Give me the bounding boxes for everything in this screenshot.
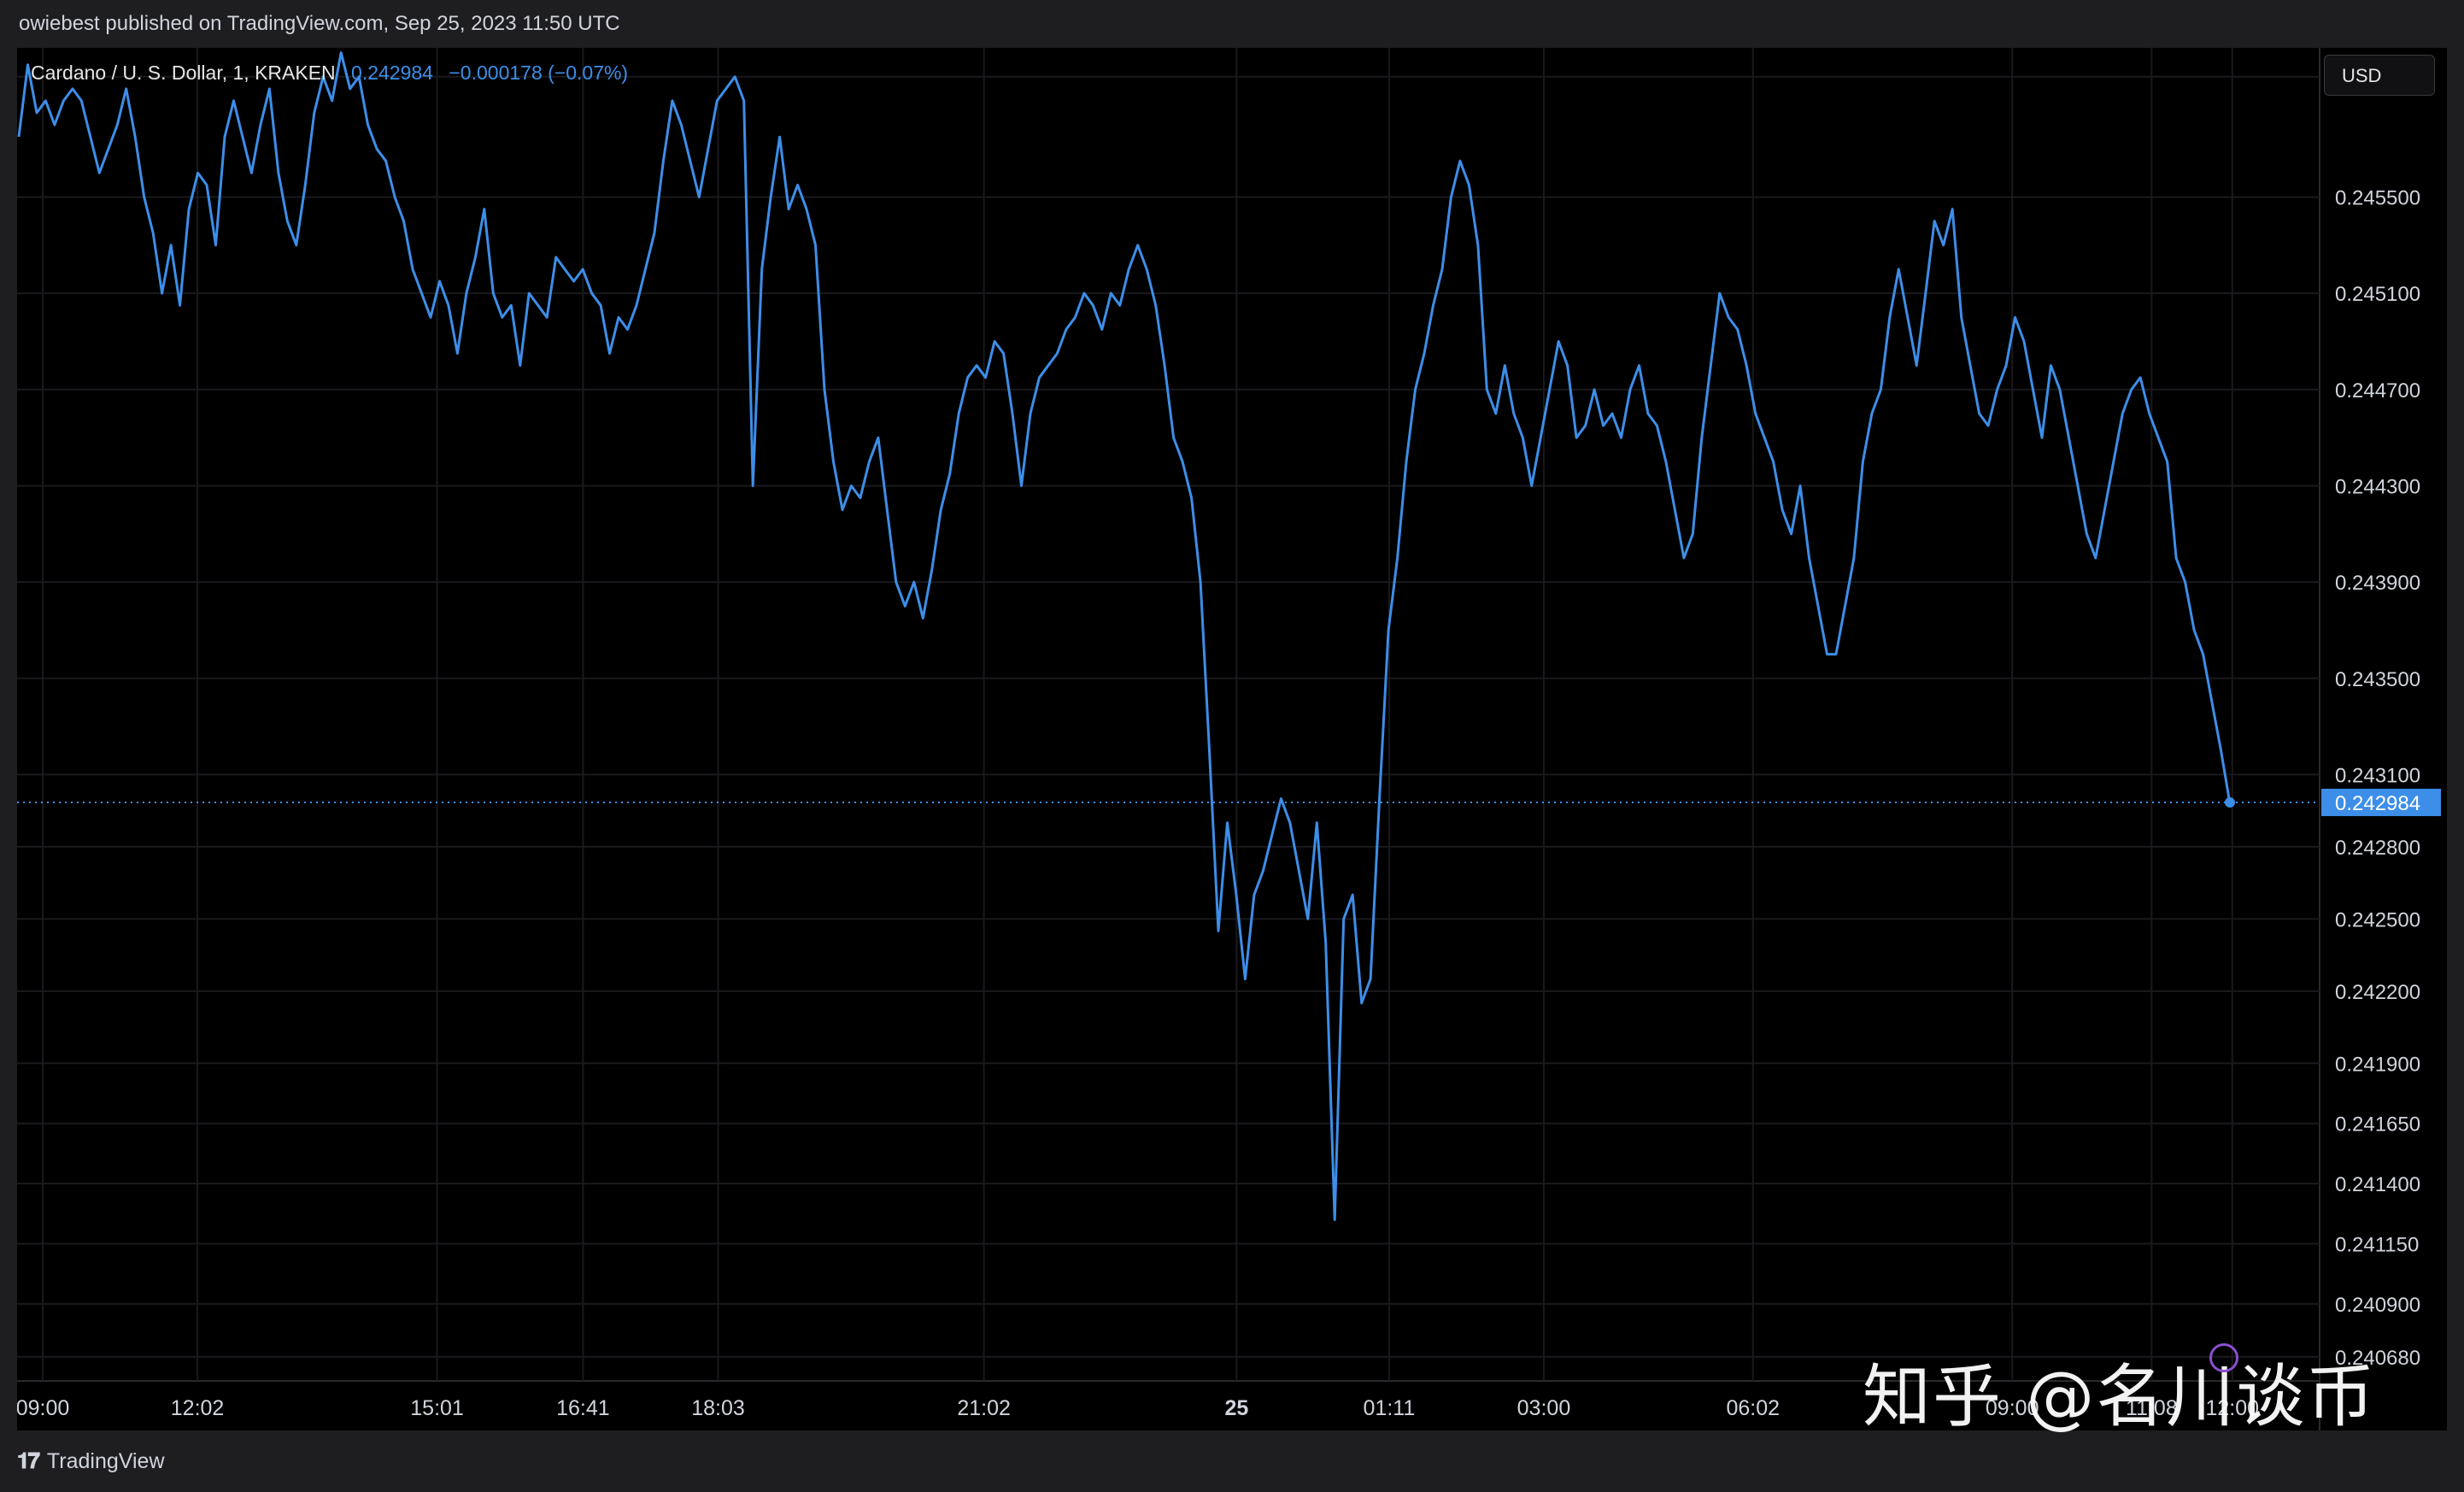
legend-last-price: 0.242984: [351, 62, 433, 84]
y-axis: 0.2460000.2455000.2451000.2447000.244300…: [2335, 67, 2420, 1370]
header-bar: owiebest published on TradingView.com, S…: [0, 0, 2464, 48]
currency-selector-button[interactable]: USD: [2324, 55, 2435, 96]
price-chart[interactable]: 0.2460000.2455000.2451000.2447000.244300…: [17, 48, 2447, 1430]
x-tick-label: 09:00: [1986, 1396, 2039, 1420]
watermark: 知乎 @名川谈币: [1863, 1357, 2377, 1436]
x-tick-label: 18:03: [691, 1396, 745, 1420]
y-tick-label: 0.241650: [2335, 1113, 2420, 1137]
y-tick-label: 0.244300: [2335, 475, 2420, 498]
last-price-dot: [2225, 797, 2235, 808]
x-tick-label: 12:02: [171, 1396, 225, 1420]
x-tick-label: 06:02: [1726, 1396, 1780, 1420]
watermark-badge-icon: [2209, 1343, 2238, 1372]
y-tick-label: 0.240680: [2335, 1347, 2420, 1370]
x-tick-label: 09:00: [17, 1396, 69, 1420]
price-line: [17, 51, 2232, 1221]
y-tick-label: 0.243900: [2335, 572, 2420, 595]
published-info: owiebest published on TradingView.com, S…: [19, 12, 620, 35]
brand-label: TradingView: [46, 1448, 165, 1473]
x-tick-label: 21:02: [957, 1396, 1011, 1420]
x-tick-label: 15:01: [410, 1396, 464, 1420]
last-price-label-bg: [2321, 789, 2441, 817]
x-tick-label: 11:08: [2126, 1396, 2178, 1420]
y-tick-label: 0.245500: [2335, 187, 2420, 210]
y-tick-label: 0.241400: [2335, 1173, 2420, 1196]
symbol-legend: Cardano / U. S. Dollar, 1, KRAKEN 0.2429…: [31, 62, 628, 85]
y-tick-label: 0.243500: [2335, 668, 2420, 691]
y-tick-label: 0.242800: [2335, 837, 2420, 860]
x-tick-label: 25: [1224, 1396, 1248, 1420]
legend-symbol: Cardano / U. S. Dollar, 1, KRAKEN: [31, 62, 336, 84]
chart-area[interactable]: 0.2460000.2455000.2451000.2447000.244300…: [17, 48, 2447, 1430]
y-tick-label: 0.245100: [2335, 283, 2420, 306]
tradingview-logo-icon: 𝟏𝟕: [17, 1448, 40, 1473]
footer-bar: 𝟏𝟕 TradingView: [0, 1430, 2464, 1492]
y-tick-label: 0.241150: [2335, 1233, 2419, 1256]
y-tick-label: 0.241900: [2335, 1053, 2420, 1076]
y-tick-label: 0.244700: [2335, 379, 2420, 402]
x-tick-label: 16:41: [556, 1396, 610, 1420]
chart-grid: [17, 48, 2320, 1430]
tradingview-brand[interactable]: 𝟏𝟕 TradingView: [17, 1448, 165, 1475]
y-tick-label: 0.243100: [2335, 764, 2420, 787]
y-tick-label: 0.240900: [2335, 1294, 2420, 1317]
x-axis: 09:00 12:02 15:01 16:41 18:03 21:02 25 01:11 03:…: [17, 1396, 2259, 1420]
last-price-label: 0.242984: [2335, 792, 2420, 815]
price-series: 0.242984: [17, 51, 2441, 1221]
y-tick-label: 0.242500: [2335, 908, 2420, 931]
legend-change: −0.000178 (−0.07%): [449, 62, 629, 84]
x-tick-label: 12:00: [2205, 1396, 2259, 1420]
x-tick-label: 01:11: [1364, 1396, 1416, 1420]
x-tick-label: 03:00: [1517, 1396, 1571, 1420]
y-tick-label: 0.242200: [2335, 981, 2420, 1004]
